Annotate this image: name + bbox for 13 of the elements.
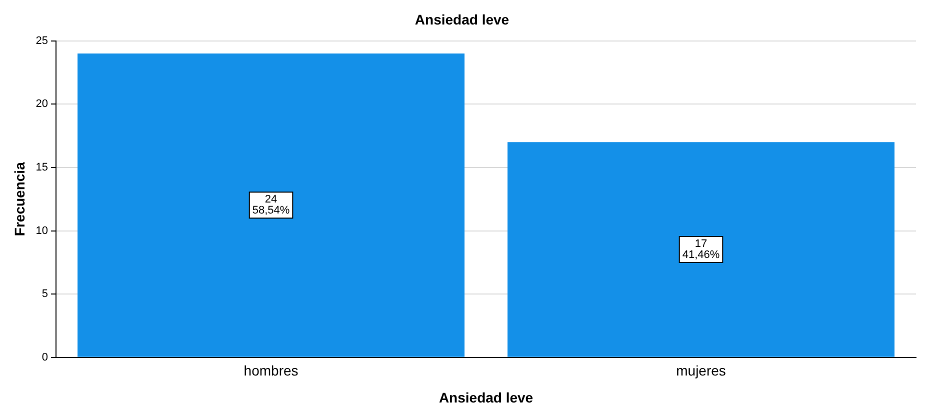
y-tick-label: 0 bbox=[42, 351, 48, 364]
y-tick-label: 15 bbox=[36, 161, 48, 174]
y-tick-label: 10 bbox=[36, 224, 48, 237]
data-label: 24 58,54% bbox=[252, 194, 290, 217]
y-tick-label: 20 bbox=[36, 98, 48, 110]
x-tick-label: hombres bbox=[244, 362, 298, 379]
data-label: 17 41,46% bbox=[682, 238, 720, 262]
y-axis-title: Frecuencia bbox=[11, 162, 28, 236]
y-tick-label: 25 bbox=[36, 34, 48, 47]
x-tick-label: mujeres bbox=[676, 362, 726, 379]
x-axis-title: Ansiedad leve bbox=[438, 389, 534, 406]
chart-title: Ansiedad leve bbox=[414, 11, 510, 28]
y-tick-label: 5 bbox=[42, 288, 48, 300]
